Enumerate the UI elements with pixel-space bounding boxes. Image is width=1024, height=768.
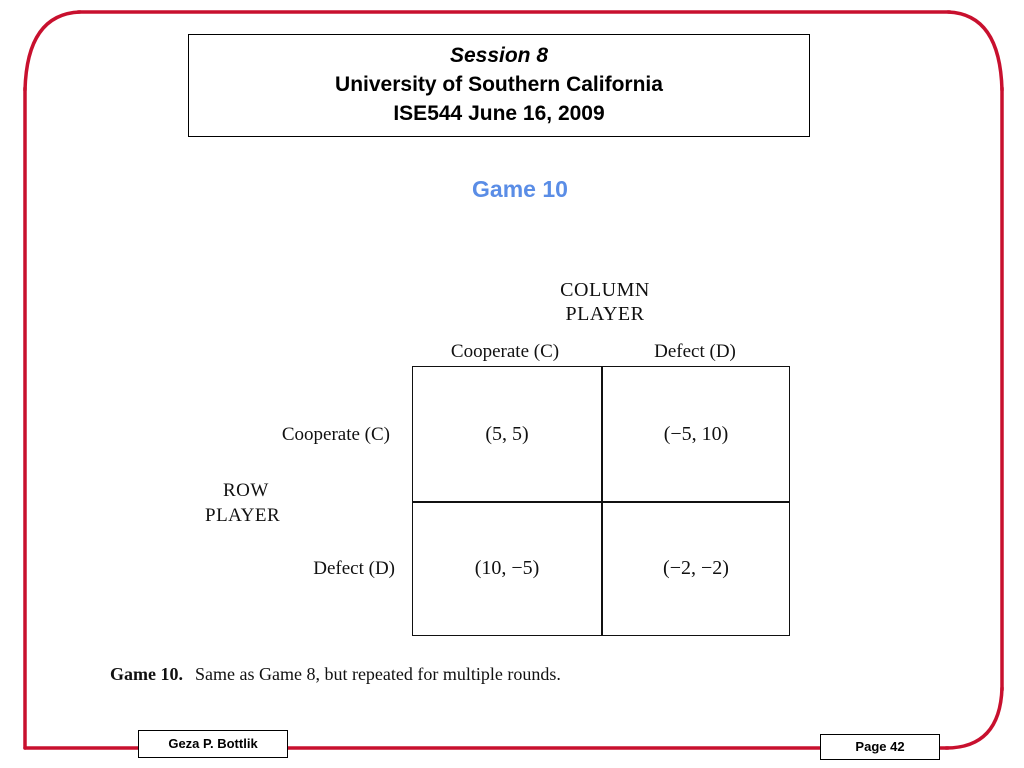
header-box: Session 8 University of Southern Califor…	[188, 34, 810, 137]
matrix-horizontal-divider	[413, 501, 789, 503]
caption-label: Game 10.	[110, 664, 183, 684]
payoff-cell-defect-cooperate: (10, −5)	[474, 557, 540, 579]
column-header-defect: Defect (D)	[654, 341, 736, 362]
row-player-label: ROW PLAYER	[205, 478, 305, 528]
row-header-cooperate: Cooperate (C)	[281, 424, 390, 445]
column-player-line-1: COLUMN	[560, 279, 650, 301]
row-header-defect: Defect (D)	[313, 558, 395, 579]
footer-author: Geza P. Bottlik	[138, 730, 288, 758]
row-player-line-2: PLAYER	[205, 505, 281, 526]
column-header-cooperate: Cooperate (C)	[450, 341, 560, 362]
figure-caption: Game 10. Same as Game 8, but repeated for…	[110, 664, 561, 685]
payoff-matrix: (5, 5) (−5, 10) (10, −5) (−2, −2)	[412, 366, 790, 636]
column-player-label: COLUMN PLAYER	[520, 278, 690, 326]
payoff-cell-cooperate-cooperate: (5, 5)	[485, 423, 529, 445]
footer-page-number: Page 42	[820, 734, 940, 760]
course-date: ISE544 June 16, 2009	[393, 102, 605, 125]
university-name: University of Southern California	[335, 73, 663, 96]
column-player-line-2: PLAYER	[565, 303, 645, 325]
session-label: Session 8	[449, 44, 549, 67]
payoff-cell-cooperate-defect: (−5, 10)	[663, 423, 729, 445]
row-player-line-1: ROW	[223, 480, 269, 501]
caption-text: Same as Game 8, but repeated for multipl…	[194, 664, 561, 684]
slide-title: Game 10	[472, 176, 568, 202]
payoff-cell-defect-defect: (−2, −2)	[663, 557, 729, 579]
